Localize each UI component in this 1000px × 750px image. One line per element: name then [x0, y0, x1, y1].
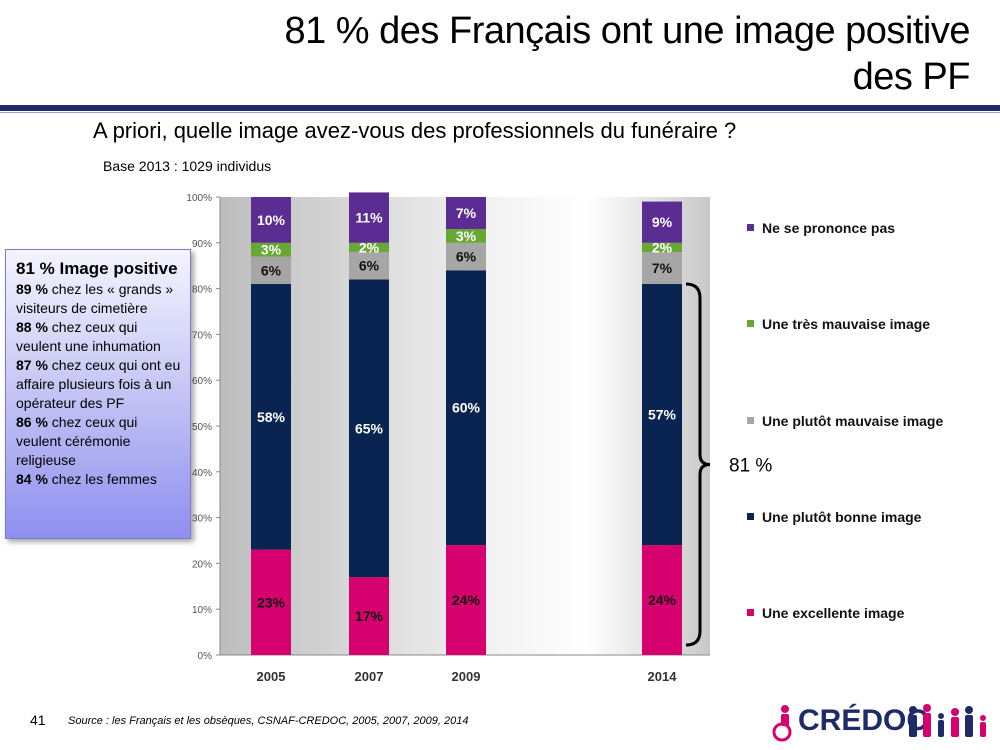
- title-rule: [0, 105, 1000, 111]
- legend-label: Ne se prononce pas: [762, 220, 895, 236]
- bar-segment: [642, 242, 682, 252]
- bar-data-label: 6%: [261, 262, 282, 278]
- bar-data-label: 6%: [456, 249, 477, 265]
- logo-text: CRÉDOC: [798, 704, 929, 737]
- page-title: 81 % des Français ont une image positive…: [210, 8, 970, 100]
- bar-data-label: 7%: [456, 205, 477, 221]
- credoc-logo: CRÉDOC: [768, 700, 990, 744]
- base-text: Base 2013 : 1029 individus: [103, 158, 272, 174]
- y-tick-label: 70%: [192, 330, 212, 341]
- y-tick-label: 100%: [186, 193, 212, 204]
- x-tick-label: 2014: [648, 669, 678, 684]
- question-text: A priori, quelle image avez-vous des pro…: [93, 118, 737, 143]
- y-tick-label: 20%: [192, 559, 212, 570]
- bar-data-label: 3%: [456, 228, 477, 244]
- bar-data-label: 2%: [359, 239, 380, 255]
- bar-segment: [349, 242, 389, 252]
- bar-segment: [349, 192, 389, 243]
- bar-data-label: 65%: [355, 420, 384, 436]
- bar-data-label: 60%: [452, 400, 481, 416]
- bar-segment: [349, 577, 389, 655]
- family-figures-icon: [909, 704, 986, 737]
- highlight-item-pct: 87 %: [16, 357, 48, 373]
- bar-segment: [642, 251, 682, 285]
- bar-data-label: 58%: [257, 409, 286, 425]
- highlight-item-pct: 88 %: [16, 319, 48, 335]
- bar-segment: [251, 197, 291, 243]
- y-tick-label: 10%: [192, 605, 212, 616]
- legend-label: Une plutôt bonne image: [762, 509, 922, 525]
- bar-segment: [642, 545, 682, 655]
- y-tick-label: 50%: [192, 422, 212, 433]
- x-tick-label: 2009: [452, 669, 481, 684]
- bar-data-label: 2%: [652, 239, 673, 255]
- highlight-item-text: chez les « grands » visiteurs de cimetiè…: [16, 281, 174, 316]
- wheelchair-figure-icon: [772, 705, 792, 742]
- legend-swatch: [747, 320, 754, 327]
- bar-segment: [446, 242, 486, 271]
- bar-segment: [349, 279, 389, 578]
- highlight-item-pct: 89 %: [16, 281, 48, 297]
- highlight-item-text: chez ceux qui veulent une inhumation: [16, 319, 161, 354]
- source-note: Source : les Français et les obsèques, C…: [68, 715, 469, 727]
- bar-segment: [642, 284, 682, 546]
- highlight-item-pct: 84 %: [16, 471, 48, 487]
- title-line-1: 81 % des Français ont une image positive: [284, 10, 970, 52]
- highlight-box: 81 % Image positive 89 % chez les « gran…: [5, 249, 191, 539]
- highlight-item: 87 % chez ceux qui ont eu affaire plusie…: [16, 356, 182, 413]
- y-tick-label: 80%: [192, 285, 212, 296]
- highlight-item: 84 % chez les femmes: [16, 470, 182, 489]
- bar-data-label: 7%: [652, 260, 673, 276]
- brace-label: 81 %: [729, 456, 772, 477]
- bar-segment: [446, 545, 486, 655]
- bar-data-label: 57%: [648, 407, 677, 423]
- bar-data-label: 23%: [257, 594, 286, 610]
- legend-label: Une plutôt mauvaise image: [762, 413, 943, 429]
- bar-data-label: 24%: [648, 592, 677, 608]
- page-number: 41: [30, 712, 46, 728]
- y-tick-label: 30%: [192, 514, 212, 525]
- highlight-item: 86 % chez ceux qui veulent cérémonie rel…: [16, 413, 182, 470]
- y-tick-label: 0%: [198, 651, 213, 662]
- bar-segment: [251, 284, 291, 550]
- highlight-item-text: chez les femmes: [47, 471, 157, 487]
- bar-data-label: 6%: [359, 258, 380, 274]
- legend-swatch: [747, 224, 754, 231]
- legend-label: Une excellente image: [762, 605, 905, 621]
- legend-swatch: [747, 417, 754, 424]
- bar-data-label: 17%: [355, 608, 384, 624]
- bar-data-label: 3%: [261, 242, 282, 258]
- bar-segment: [251, 242, 291, 257]
- highlight-box-heading: 81 % Image positive: [16, 259, 178, 278]
- bar-data-label: 9%: [652, 214, 673, 230]
- x-tick-label: 2005: [257, 669, 286, 684]
- legend-swatch: [747, 609, 754, 616]
- bar-segment: [251, 549, 291, 655]
- bar-data-label: 24%: [452, 592, 481, 608]
- y-tick-label: 90%: [192, 239, 212, 250]
- bar-segment: [642, 201, 682, 243]
- highlight-item: 89 % chez les « grands » visiteurs de ci…: [16, 280, 182, 318]
- highlight-item-pct: 86 %: [16, 414, 48, 430]
- bar-data-label: 11%: [355, 210, 383, 226]
- highlight-item: 88 % chez ceux qui veulent une inhumatio…: [16, 318, 182, 356]
- title-line-2: des PF: [852, 56, 971, 98]
- stacked-bar-chart: 0% 10% 20% 30% 40% 50% 60% 70% 80% 90% 100% 23% 58% 6…: [186, 192, 943, 684]
- highlight-box-items: 89 % chez les « grands » visiteurs de ci…: [16, 280, 182, 489]
- bar-segment: [446, 229, 486, 243]
- x-tick-label: 2007: [355, 669, 384, 684]
- y-tick-label: 60%: [192, 376, 212, 387]
- bar-data-label: 10%: [257, 212, 286, 228]
- bar-segment: [251, 256, 291, 285]
- title-rule-thin: [0, 112, 1000, 113]
- bar-segment: [446, 270, 486, 546]
- highlight-item-text: chez ceux qui veulent cérémonie religieu…: [16, 414, 138, 468]
- legend-swatch: [747, 513, 754, 520]
- bar-segment: [349, 251, 389, 280]
- bar-segment: [446, 197, 486, 230]
- y-tick-label: 40%: [192, 468, 212, 479]
- highlight-item-text: chez ceux qui ont eu affaire plusieurs f…: [16, 357, 181, 411]
- positive-share-brace: [685, 282, 711, 647]
- legend-label: Une très mauvaise image: [762, 316, 930, 332]
